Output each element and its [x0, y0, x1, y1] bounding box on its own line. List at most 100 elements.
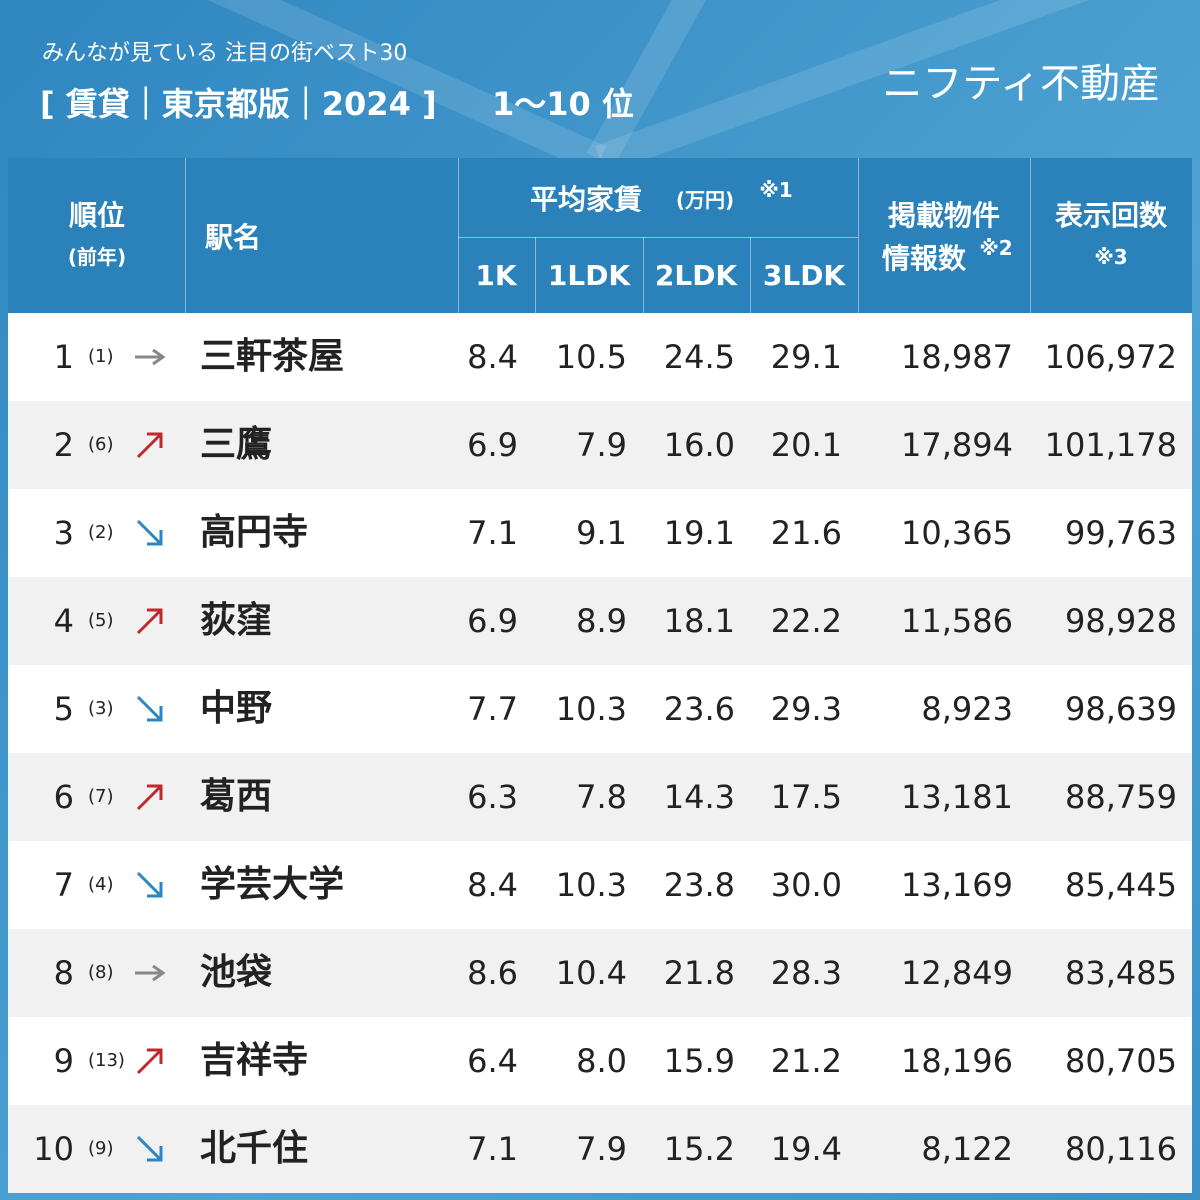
- table-cell: 7.7: [467, 690, 518, 728]
- table-cell: 17,894: [901, 426, 1013, 464]
- table-cell: 18,196: [901, 1042, 1013, 1080]
- table-cell: 2: [53, 426, 74, 464]
- table-cell: 1: [53, 338, 74, 376]
- trend-arrow: [136, 871, 163, 898]
- table-cell: 4: [53, 602, 74, 640]
- table-cell: 8.4: [467, 866, 518, 904]
- header-cell: 1LDK: [547, 259, 631, 292]
- trend-arrow: [136, 608, 163, 635]
- table-cell: 23.8: [663, 866, 735, 904]
- table-cell: 7.1: [467, 1130, 518, 1168]
- divider: [535, 237, 536, 313]
- header-cell: 3LDK: [762, 259, 846, 292]
- table-cell: 高円寺: [200, 512, 309, 553]
- table-cell: 13,169: [901, 866, 1013, 904]
- divider: [458, 237, 858, 238]
- table-cell: 21.6: [770, 514, 842, 552]
- table-cell: 葛西: [200, 776, 273, 817]
- range: 1〜10 位: [492, 85, 634, 123]
- table-cell: (1): [88, 346, 114, 367]
- table-cell: 8: [53, 954, 74, 992]
- table-cell: 6.3: [467, 778, 518, 816]
- table-cell: 8,122: [921, 1130, 1013, 1168]
- table-cell: 7.8: [576, 778, 627, 816]
- header-cell: 順位: [68, 199, 126, 232]
- header-cell: ※3: [1094, 245, 1128, 269]
- table-cell: 10.3: [555, 690, 627, 728]
- divider: [458, 158, 459, 313]
- table-cell: 13,181: [901, 778, 1013, 816]
- table-cell: (13): [88, 1050, 125, 1071]
- header-cell: 情報数: [881, 242, 967, 275]
- table-cell: 三軒茶屋: [200, 336, 345, 377]
- brand: ニフティ不動産: [882, 61, 1160, 107]
- table-cell: 9: [53, 1042, 74, 1080]
- table-cell: (8): [88, 962, 114, 983]
- header-cell: (前年): [67, 245, 127, 269]
- table-cell: 8.9: [576, 602, 627, 640]
- table-cell: 88,759: [1065, 778, 1177, 816]
- table-cell: 7: [53, 866, 74, 904]
- table-cell: 80,705: [1065, 1042, 1177, 1080]
- table-row: 8 (8) 池袋 8.6 10.4 21.8 28.3 12,849 83,485: [8, 929, 1192, 1017]
- table-row: 5 (3) 中野 7.7 10.3 23.6 29.3 8,923 98,639: [8, 665, 1192, 753]
- table-cell: 16.0: [663, 426, 735, 464]
- table-cell: (2): [88, 522, 114, 543]
- table-cell: 10.5: [555, 338, 627, 376]
- table-cell: 24.5: [663, 338, 735, 376]
- table-row: 4 (5) 荻窪 6.9 8.9 18.1 22.2 11,586 98,928: [8, 577, 1192, 665]
- divider: [750, 237, 751, 313]
- subtitle: みんなが見ている 注目の街ベスト30: [42, 41, 408, 66]
- table-cell: 学芸大学: [200, 864, 345, 905]
- table-cell: (3): [88, 698, 114, 719]
- table-cell: 6: [53, 778, 74, 816]
- table-cell: 18,987: [901, 338, 1013, 376]
- table-cell: 14.3: [663, 778, 735, 816]
- table-cell: 29.3: [770, 690, 842, 728]
- table-cell: 29.1: [770, 338, 842, 376]
- table-cell: 85,445: [1065, 866, 1177, 904]
- table-cell: 10,365: [901, 514, 1013, 552]
- table-cell: 10: [33, 1130, 74, 1168]
- table-cell: (4): [88, 874, 114, 895]
- table-header: [8, 158, 1192, 313]
- table-cell: 10.3: [555, 866, 627, 904]
- table-cell: (7): [88, 786, 114, 807]
- table-row: 6 (7) 葛西 6.3 7.8 14.3 17.5 13,181 88,759: [8, 753, 1192, 841]
- table-cell: 8.6: [467, 954, 518, 992]
- table-cell: 吉祥寺: [200, 1040, 309, 1081]
- table-cell: 106,972: [1044, 338, 1177, 376]
- table-cell: 11,586: [901, 602, 1013, 640]
- table-cell: 15.9: [663, 1042, 735, 1080]
- divider: [643, 237, 644, 313]
- table-cell: 8.4: [467, 338, 518, 376]
- table-cell: 17.5: [770, 778, 842, 816]
- table-cell: (6): [88, 434, 114, 455]
- header-cell: 2LDK: [654, 259, 738, 292]
- table-cell: 80,116: [1065, 1130, 1177, 1168]
- table-row: 1 (1) 三軒茶屋 8.4 10.5 24.5 29.1 18,987 106,972: [8, 313, 1192, 401]
- trend-arrow: [133, 964, 165, 982]
- table-row: 2 (6) 三鷹 6.9 7.9 16.0 20.1 17,894 101,178: [8, 401, 1192, 489]
- table-cell: 15.2: [663, 1130, 735, 1168]
- table-row: 10 (9) 北千住 7.1 7.9 15.2 19.4 8,122 80,116: [8, 1105, 1192, 1193]
- header-cell: 平均家賃: [529, 183, 643, 216]
- table-row: 3 (2) 高円寺 7.1 9.1 19.1 21.6 10,365 99,763: [8, 489, 1192, 577]
- table-cell: 19.1: [663, 514, 735, 552]
- table-cell: 22.2: [770, 602, 842, 640]
- table-cell: 20.1: [770, 426, 842, 464]
- table-cell: 99,763: [1065, 514, 1177, 552]
- trend-arrow: [136, 1135, 163, 1162]
- table-cell: (9): [88, 1138, 114, 1159]
- table-cell: 30.0: [770, 866, 842, 904]
- table-cell: (5): [88, 610, 114, 631]
- table-cell: 12,849: [901, 954, 1013, 992]
- table-cell: 5: [53, 690, 74, 728]
- trend-arrow: [136, 784, 163, 811]
- table-cell: 23.6: [663, 690, 735, 728]
- trend-arrow: [136, 1048, 163, 1075]
- table-cell: 18.1: [663, 602, 735, 640]
- table-row: 7 (4) 学芸大学 8.4 10.3 23.8 30.0 13,169 85,445: [8, 841, 1192, 929]
- header-cell: ※1: [759, 178, 793, 202]
